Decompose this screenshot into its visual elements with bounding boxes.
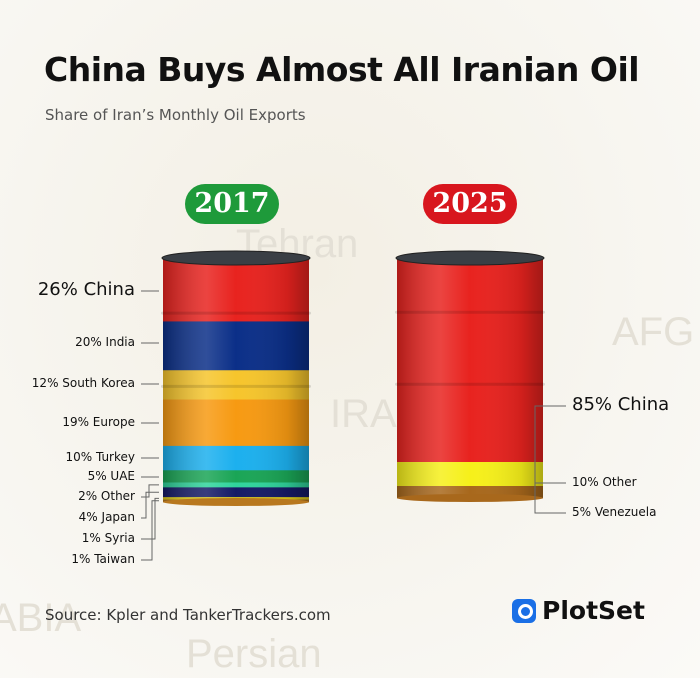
leader-line xyxy=(141,500,159,561)
barrel-bottom-rim xyxy=(397,494,543,502)
barrel-shading xyxy=(397,258,543,498)
source-note: Source: Kpler and TankerTrackers.com xyxy=(45,606,331,624)
segment-label: 5% Venezuela xyxy=(572,505,657,520)
leader-line xyxy=(534,503,566,514)
year-badge-2025: 2025 xyxy=(423,184,517,224)
plotset-logo: PlotSet xyxy=(512,596,645,625)
chart-title: China Buys Almost All Iranian Oil xyxy=(44,50,640,89)
brand-name: PlotSet xyxy=(542,596,645,625)
year-badge-2017: 2017 xyxy=(185,184,279,224)
chart-subtitle: Share of Iran’s Monthly Oil Exports xyxy=(45,106,306,124)
segment-label: 20% India xyxy=(75,335,135,350)
segment-label: 10% Turkey xyxy=(65,450,135,465)
segment-label: 10% Other xyxy=(572,475,637,490)
leader-line xyxy=(141,491,159,519)
barrel-bottom-rim xyxy=(163,498,309,506)
barrel-rib xyxy=(161,311,311,315)
barrel-lid xyxy=(395,250,545,266)
map-label: ABIA xyxy=(0,596,82,640)
barrel-rib xyxy=(161,384,311,388)
segment-label: 26% China xyxy=(37,279,135,301)
plotset-logo-icon xyxy=(512,598,536,623)
segment-label: 85% China xyxy=(572,394,670,416)
map-label: AFG xyxy=(612,310,695,354)
leader-line xyxy=(141,497,159,540)
map-label: Persian xyxy=(186,632,322,676)
segment-label: 1% Taiwan xyxy=(71,552,135,567)
barrel-rib xyxy=(395,310,545,314)
barrel-lid xyxy=(161,250,311,266)
barrel-shading xyxy=(163,258,309,502)
segment-label: 5% UAE xyxy=(87,469,135,484)
leader-line xyxy=(141,484,159,498)
segment-label: 4% Japan xyxy=(78,510,135,525)
leader-line xyxy=(534,482,566,503)
segment-label: 19% Europe xyxy=(62,415,135,430)
segment-label: 1% Syria xyxy=(81,531,135,546)
segment-label: 12% South Korea xyxy=(31,376,135,391)
barrel-rib xyxy=(395,382,545,386)
segment-label: 2% Other xyxy=(78,489,135,504)
leader-line xyxy=(534,405,566,503)
